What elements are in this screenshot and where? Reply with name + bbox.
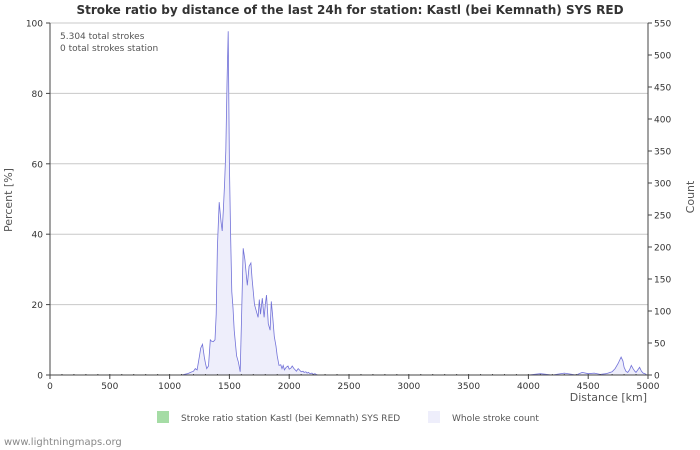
series-whole-stroke-line: [169, 31, 648, 376]
x-tick-label: 5000: [637, 382, 660, 392]
legend-label-whole: Whole stroke count: [452, 414, 539, 424]
y-right-tick-label: 200: [654, 244, 671, 254]
y-right-tick-label: 400: [654, 116, 671, 126]
legend-swatch-whole: [428, 411, 440, 423]
y-right-tick-label: 450: [654, 84, 671, 94]
y-right-tick-label: 500: [654, 52, 671, 62]
y-right-tick-label: 350: [654, 148, 671, 158]
y-right-tick-label: 50: [654, 340, 666, 350]
y-right-tick-label: 150: [654, 276, 671, 286]
y-left-tick-label: 0: [37, 372, 43, 382]
y-left-tick-label: 100: [26, 20, 43, 30]
legend-label-station: Stroke ratio station Kastl (bei Kemnath)…: [181, 414, 400, 424]
chart-title: Stroke ratio by distance of the last 24h…: [76, 3, 623, 17]
y-right-tick-label: 250: [654, 212, 671, 222]
plot-area: [169, 31, 648, 376]
x-tick-label: 3000: [397, 382, 420, 392]
x-tick-label: 0: [47, 382, 53, 392]
x-tick-label: 500: [101, 382, 118, 392]
legend-swatch-station: [157, 411, 169, 423]
x-tick-label: 3500: [457, 382, 480, 392]
axes: 0204060801000501001502002503003504004505…: [26, 20, 672, 393]
x-tick-label: 1500: [218, 382, 241, 392]
footer-credit: www.lightningmaps.org: [4, 437, 122, 448]
annotation-station-strokes: 0 total strokes station: [60, 44, 158, 54]
annotation-total-strokes: 5.304 total strokes: [60, 32, 145, 42]
y-left-tick-label: 60: [32, 160, 44, 170]
y-left-tick-label: 20: [32, 301, 44, 311]
y-left-tick-label: 80: [32, 90, 44, 100]
series-whole-stroke-area: [169, 31, 648, 376]
y-axis-label-left: Percent [%]: [2, 168, 15, 232]
x-tick-label: 4500: [577, 382, 600, 392]
x-tick-label: 1000: [158, 382, 181, 392]
x-tick-label: 2000: [278, 382, 301, 392]
legend: Stroke ratio station Kastl (bei Kemnath)…: [157, 411, 539, 424]
y-right-tick-label: 100: [654, 308, 671, 318]
y-right-tick-label: 0: [654, 372, 660, 382]
y-right-tick-label: 300: [654, 180, 671, 190]
x-tick-label: 4000: [517, 382, 540, 392]
x-axis-label: Distance [km]: [570, 391, 647, 404]
y-left-tick-label: 40: [32, 231, 44, 241]
y-right-tick-label: 550: [654, 20, 671, 30]
grid-lines: [50, 22, 648, 306]
x-tick-label: 2500: [338, 382, 361, 392]
y-axis-label-right: Count: [684, 180, 697, 213]
